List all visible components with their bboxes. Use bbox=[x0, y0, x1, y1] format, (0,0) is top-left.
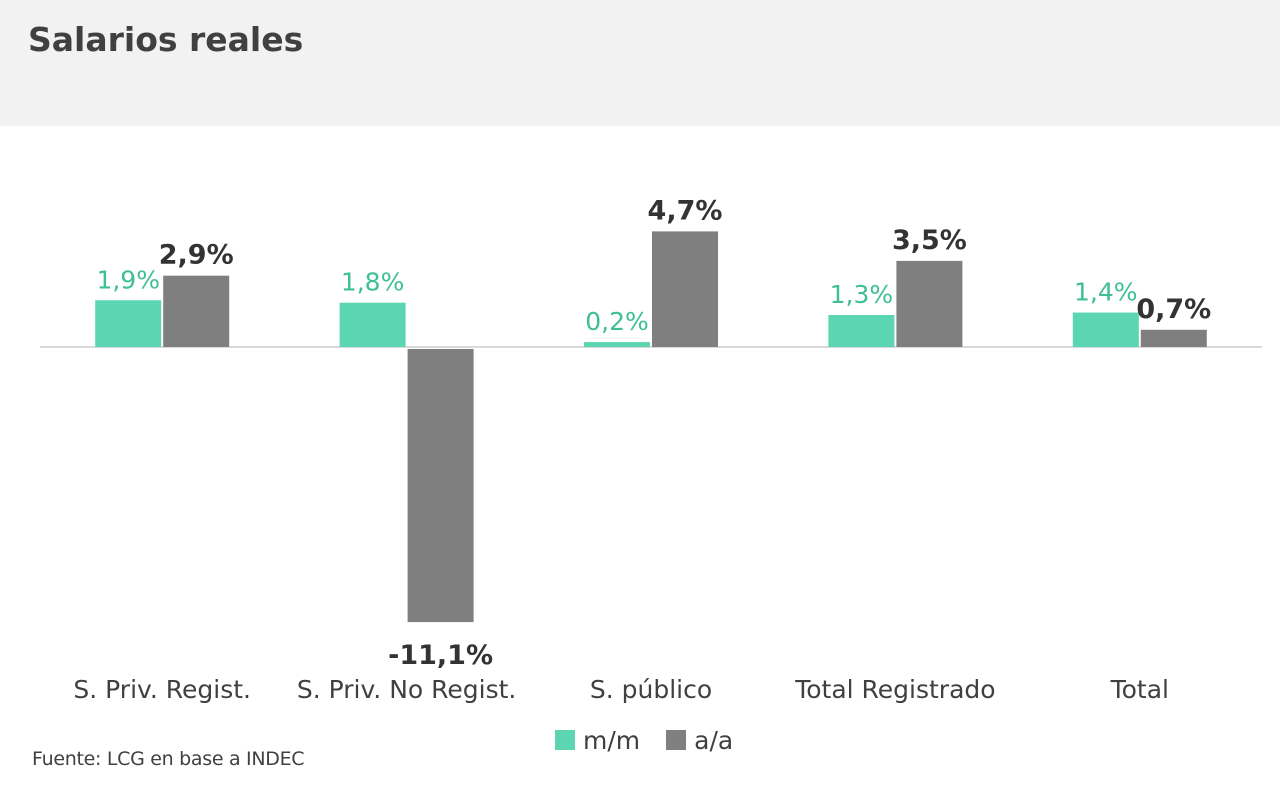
bar-mm bbox=[95, 300, 162, 347]
data-label-mm: 1,9% bbox=[96, 265, 160, 294]
data-label-aa: 0,7% bbox=[1136, 294, 1211, 325]
bar-mm bbox=[584, 342, 650, 347]
chart-header: Salarios reales bbox=[0, 0, 1280, 126]
bar-aa bbox=[163, 275, 230, 347]
category-label: Total Registrado bbox=[794, 675, 995, 704]
bar-aa bbox=[896, 260, 963, 347]
category-label: S. Priv. Regist. bbox=[73, 675, 251, 704]
data-label-mm: 1,4% bbox=[1074, 278, 1138, 307]
chart-title: Salarios reales bbox=[28, 20, 304, 59]
legend-item-mm: m/m bbox=[555, 726, 640, 755]
bar-mm bbox=[339, 302, 406, 347]
data-label-aa: -11,1% bbox=[388, 640, 493, 671]
category-label: S. Priv. No Regist. bbox=[297, 675, 517, 704]
bar-aa bbox=[652, 231, 718, 347]
legend-swatch-mm bbox=[555, 730, 575, 750]
data-label-aa: 2,9% bbox=[159, 240, 234, 271]
bar-aa bbox=[1140, 329, 1207, 347]
legend: m/m a/a bbox=[555, 722, 733, 758]
legend-label-aa: a/a bbox=[694, 725, 734, 755]
legend-swatch-aa bbox=[666, 730, 687, 750]
data-label-mm: 0,2% bbox=[585, 307, 649, 336]
bar-aa bbox=[407, 349, 474, 623]
bar-mm bbox=[828, 315, 895, 347]
legend-item-aa: a/a bbox=[666, 726, 733, 755]
category-label: S. público bbox=[590, 675, 712, 704]
data-label-mm: 1,3% bbox=[830, 280, 894, 309]
data-label-mm: 1,8% bbox=[341, 268, 405, 297]
source-note: Fuente: LCG en base a INDEC bbox=[32, 748, 305, 770]
legend-label-mm: m/m bbox=[583, 725, 641, 755]
category-label: Total bbox=[1110, 675, 1169, 704]
bar-mm bbox=[1072, 312, 1139, 347]
data-label-aa: 3,5% bbox=[892, 225, 967, 256]
data-label-aa: 4,7% bbox=[648, 195, 723, 226]
